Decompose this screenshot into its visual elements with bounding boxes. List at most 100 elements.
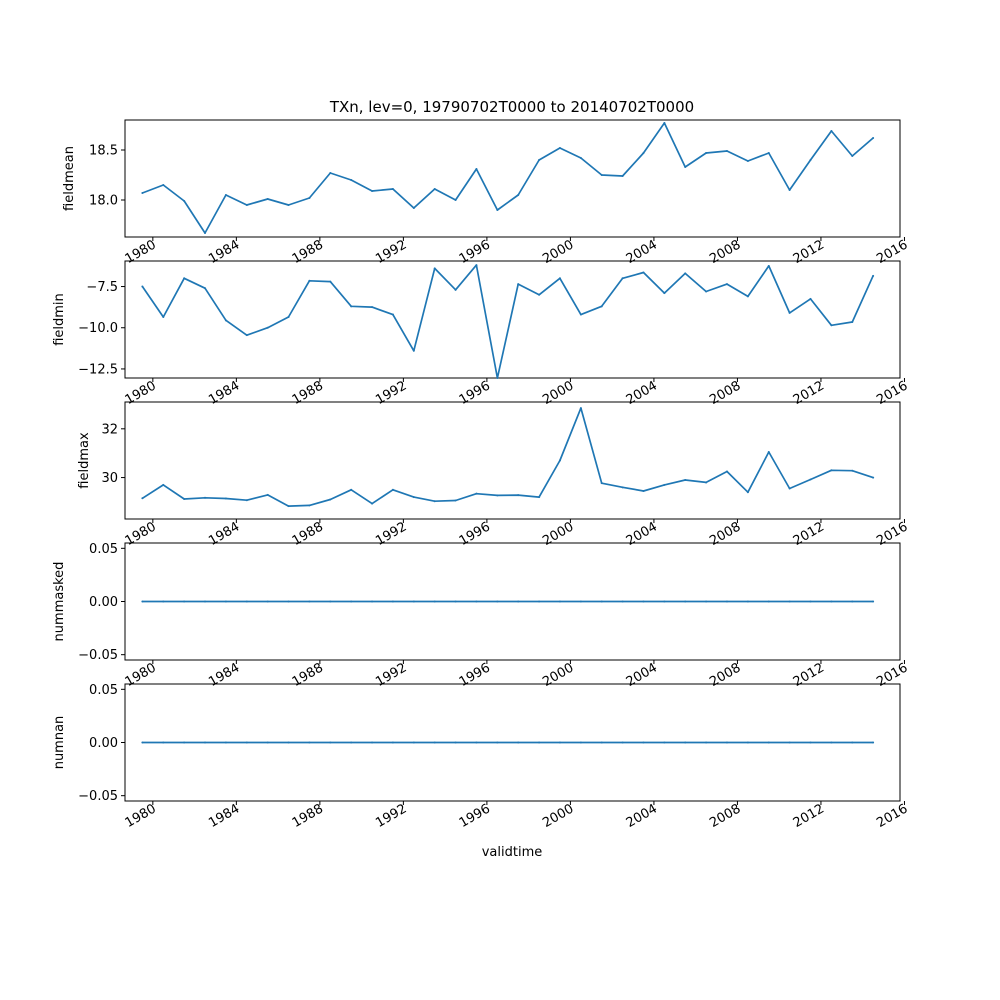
data-point — [454, 741, 457, 744]
data-point — [788, 741, 791, 744]
data-point — [684, 741, 687, 744]
data-point — [245, 741, 248, 744]
y-axis-label: fieldmean — [62, 146, 77, 211]
data-point — [809, 159, 812, 161]
x-tick-label: 2012 — [791, 237, 827, 267]
data-point — [245, 600, 248, 603]
data-point — [141, 741, 144, 744]
x-tick-label: 1992 — [373, 378, 409, 408]
y-tick-label: −0.05 — [78, 789, 118, 804]
data-point — [705, 290, 708, 293]
data-point — [287, 204, 290, 206]
data-point — [496, 377, 499, 379]
data-point — [475, 264, 478, 267]
data-point — [517, 194, 520, 196]
data-point — [642, 600, 645, 603]
data-point — [350, 305, 353, 308]
data-point — [663, 122, 666, 124]
data-point — [809, 478, 812, 481]
data-point — [830, 324, 833, 327]
data-point — [141, 497, 144, 500]
x-tick-label: 2016 — [874, 660, 910, 690]
x-tick-label: 1984 — [206, 378, 242, 408]
x-axis-label: validtime — [482, 845, 543, 860]
data-point — [642, 489, 645, 492]
data-point — [621, 600, 624, 603]
x-tick-label: 1996 — [457, 237, 493, 267]
x-tick-label: 2000 — [540, 660, 576, 690]
y-axis-label: nummasked — [52, 562, 67, 642]
data-point — [851, 469, 854, 472]
x-tick-label: 2004 — [624, 801, 660, 831]
x-tick-label: 2004 — [624, 237, 660, 267]
data-point — [496, 209, 499, 211]
data-point — [391, 600, 394, 603]
data-point — [224, 600, 227, 603]
data-point — [600, 741, 603, 744]
data-point — [162, 483, 165, 486]
x-tick-label: 1988 — [290, 237, 326, 267]
data-point — [329, 600, 332, 603]
x-tick-label: 1992 — [373, 519, 409, 549]
x-tick-label: 2012 — [791, 660, 827, 690]
data-point — [496, 494, 499, 497]
y-tick-label: −0.05 — [78, 648, 118, 663]
data-point — [308, 741, 311, 744]
x-tick-label: 1996 — [457, 378, 493, 408]
x-tick-label: 2008 — [707, 519, 743, 549]
x-tick-label: 1996 — [457, 660, 493, 690]
data-point — [684, 600, 687, 603]
data-point — [663, 600, 666, 603]
data-point — [830, 600, 833, 603]
data-point — [725, 741, 728, 744]
x-tick-label: 2008 — [707, 801, 743, 831]
data-point — [287, 741, 290, 744]
data-point — [621, 175, 624, 177]
x-tick-label: 2016 — [874, 519, 910, 549]
axes-frame — [124, 119, 901, 238]
data-point — [663, 741, 666, 744]
axes-frame — [124, 401, 901, 520]
data-point — [412, 207, 415, 209]
panel-fieldmin: −12.5 −10.0 −7.5 fieldmin 1980 1984 1988 1992 19… — [52, 260, 910, 408]
data-point — [872, 476, 875, 479]
data-point — [475, 600, 478, 603]
data-point — [475, 741, 478, 744]
y-tick-label: 18.0 — [89, 194, 118, 209]
data-point — [412, 741, 415, 744]
data-point — [517, 494, 520, 497]
data-point — [705, 152, 708, 154]
data-point — [767, 741, 770, 744]
data-point — [371, 306, 374, 309]
data-point — [579, 600, 582, 603]
data-point — [538, 600, 541, 603]
x-tick-label: 1996 — [457, 801, 493, 831]
data-point — [558, 277, 561, 280]
data-point — [767, 450, 770, 453]
y-axis-label: fieldmin — [52, 293, 67, 346]
data-point — [433, 741, 436, 744]
data-point — [454, 499, 457, 502]
data-point — [600, 482, 603, 485]
data-point — [350, 179, 353, 181]
data-point — [872, 137, 875, 139]
x-tick-label: 2000 — [540, 519, 576, 549]
data-point — [204, 232, 207, 234]
data-point — [830, 130, 833, 132]
data-point — [767, 600, 770, 603]
data-point — [851, 155, 854, 157]
data-point — [141, 192, 144, 194]
data-point — [725, 283, 728, 286]
data-point — [204, 600, 207, 603]
x-tick-label: 2012 — [791, 378, 827, 408]
y-tick-label: 0.05 — [89, 542, 118, 557]
data-point — [433, 600, 436, 603]
x-tick-label: 1984 — [206, 237, 242, 267]
y-tick-label: −10.0 — [78, 321, 118, 336]
data-point — [245, 499, 248, 502]
series-line-fieldmean — [142, 122, 874, 234]
data-point — [350, 488, 353, 491]
data-point — [517, 283, 520, 286]
data-point — [224, 497, 227, 500]
